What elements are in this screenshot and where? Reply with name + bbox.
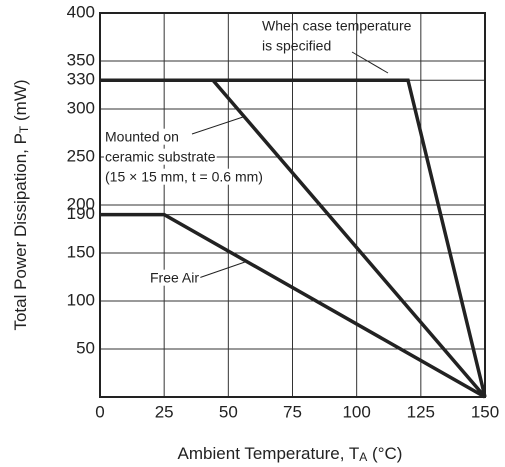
annotation-bg — [104, 148, 217, 165]
x-tick-label: 25 — [155, 402, 174, 421]
y-tick-label: 190 — [67, 204, 95, 223]
annotation-bg — [104, 128, 180, 145]
x-tick-label: 150 — [471, 402, 499, 421]
annotation: When case temperature — [262, 18, 412, 34]
x-tick-label: 0 — [95, 402, 104, 421]
annotation: is specified — [262, 38, 331, 54]
plot-frame — [99, 12, 486, 398]
annotation-bg — [104, 168, 264, 185]
annotation: (15 × 15 mm, t = 0.6 mm) — [105, 169, 263, 185]
y-tick-label: 330 — [67, 70, 95, 89]
y-axis-label: Total Power Dissipation, PT (mW) — [11, 79, 31, 330]
y-tick-label: 200 — [67, 194, 95, 213]
y-tick-label: 100 — [67, 290, 95, 309]
y-tick-label: 250 — [67, 146, 95, 165]
x-tick-label: 100 — [342, 402, 370, 421]
y-tick-label: 150 — [67, 242, 95, 261]
y-tick-label: 350 — [67, 50, 95, 69]
y-tick-label: 50 — [76, 338, 95, 357]
leader-line — [351, 51, 389, 74]
x-tick-label: 75 — [283, 402, 302, 421]
line — [100, 212, 486, 399]
leader-line — [191, 116, 244, 135]
x-tick-label: 125 — [407, 402, 435, 421]
y-tick-label: 300 — [67, 98, 95, 117]
line — [100, 78, 487, 399]
x-tick-label: 50 — [219, 402, 238, 421]
annotation: Free Air — [150, 270, 199, 286]
annotation: ceramic substrate — [105, 149, 216, 165]
annotation-bg — [149, 269, 201, 286]
x-axis-label: Ambient Temperature, TA (°C) — [178, 444, 403, 464]
annotation: Mounted on — [105, 129, 179, 145]
y-tick-label: 400 — [67, 2, 95, 21]
